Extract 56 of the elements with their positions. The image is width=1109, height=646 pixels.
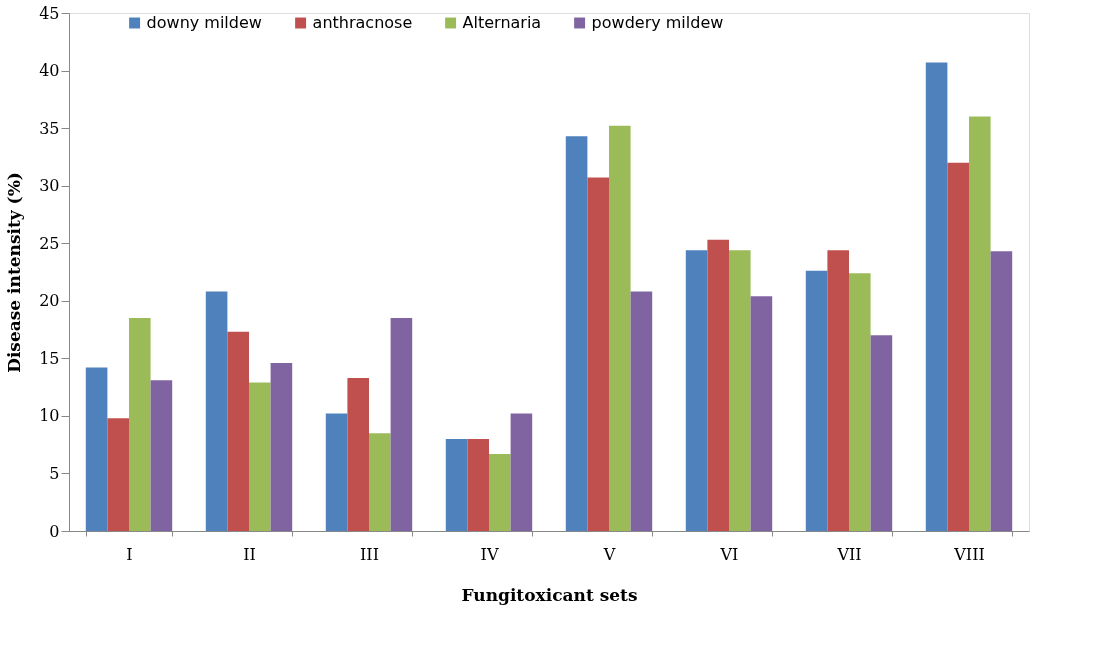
bar	[609, 125, 631, 531]
y-tick-label: 45	[39, 3, 60, 23]
bar	[565, 136, 588, 531]
x-tick-label: IV	[480, 544, 499, 564]
y-tick-label: 10	[39, 406, 60, 426]
bar	[707, 239, 729, 531]
bar	[685, 250, 708, 531]
y-tick-label: 0	[49, 521, 60, 541]
x-tick-label: V	[602, 544, 616, 564]
bar	[445, 438, 468, 531]
y-tick-label: 40	[39, 61, 60, 81]
legend-label: anthracnose	[312, 13, 413, 32]
x-tick-label: I	[126, 544, 133, 564]
bar	[510, 413, 533, 531]
x-tick-label: II	[243, 544, 256, 564]
bar	[369, 433, 391, 531]
y-tick-label: 15	[39, 348, 60, 368]
y-tick-label: 5	[49, 463, 60, 483]
bar	[750, 296, 773, 531]
bar	[969, 116, 991, 531]
y-axis-title: Disease intensity (%)	[4, 172, 25, 373]
bar	[925, 62, 948, 531]
bar	[205, 291, 228, 531]
y-tick-label: 20	[39, 291, 60, 311]
x-tick-label: VIII	[953, 544, 985, 564]
bar	[85, 367, 108, 531]
y-tick-label: 30	[39, 176, 60, 196]
bar	[107, 418, 129, 531]
bar	[249, 382, 271, 531]
legend-label: downy mildew	[146, 13, 262, 32]
bar	[849, 273, 871, 531]
bar	[270, 362, 293, 531]
bar	[947, 162, 969, 531]
bar	[227, 331, 249, 531]
bar	[805, 270, 828, 531]
x-tick-label: III	[360, 544, 379, 564]
x-tick-label: VI	[719, 544, 739, 564]
bar	[630, 291, 653, 531]
x-axis-title: Fungitoxicant sets	[461, 584, 638, 605]
bar	[150, 380, 173, 531]
bar	[489, 453, 511, 531]
bar	[325, 413, 348, 531]
bar	[729, 250, 751, 531]
y-tick-label: 35	[39, 118, 60, 138]
bar	[129, 318, 151, 531]
bar	[390, 318, 413, 531]
legend-label: Alternaria	[462, 13, 542, 32]
x-tick-label: VII	[836, 544, 862, 564]
legend-label: powdery mildew	[591, 13, 724, 32]
bar	[347, 377, 369, 531]
bar	[870, 335, 893, 531]
bar	[587, 177, 609, 531]
bar	[990, 251, 1013, 531]
bar	[827, 250, 849, 531]
bar	[467, 438, 489, 531]
y-tick-label: 25	[39, 233, 60, 253]
